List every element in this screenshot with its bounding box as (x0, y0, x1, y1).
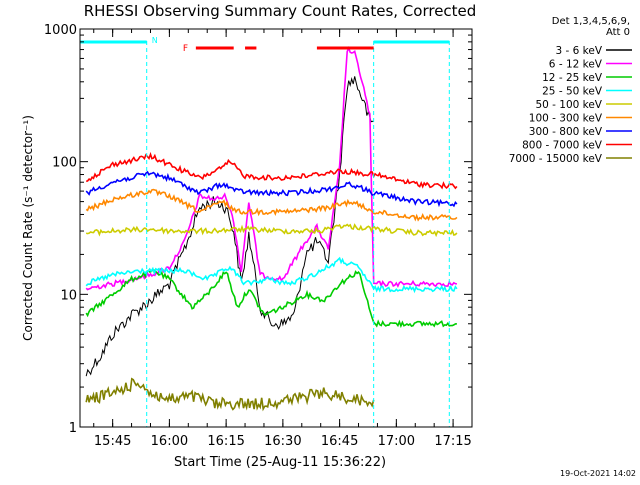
y-tick-label: 1000 (44, 23, 77, 38)
series-line-3-6-kev (85, 76, 374, 377)
legend-label: 12 - 25 keV (542, 72, 603, 84)
series-line-100-300-kev (85, 188, 458, 222)
series-line-50-100-kev (85, 223, 458, 238)
x-tick-label: 17:15 (434, 434, 471, 449)
series-layer (85, 46, 458, 412)
flare-marker-label: F (183, 44, 188, 54)
timestamp: 19-Oct-2021 14:02 (560, 469, 636, 478)
x-tick-label: 17:00 (378, 434, 415, 449)
y-tick-label: 10 (60, 288, 77, 303)
legend-label: 3 - 6 keV (555, 45, 602, 57)
night-marker-label: N (152, 36, 158, 45)
legend-label: 50 - 100 keV (535, 99, 602, 111)
series-line-25-50-kev (85, 256, 458, 294)
axis-layer: 15:45 16:00 16:15 16:30 16:45 17:00 17:15 1 10 10… (44, 23, 473, 449)
x-tick-label: 16:00 (151, 434, 188, 449)
legend: Det 1,3,4,5,6,9,Att 0 3 - 6 keV 6 - 12 keV… (509, 16, 632, 165)
legend-label: 100 - 300 keV (529, 113, 603, 125)
annotation-layer: NF (80, 36, 450, 427)
legend-header: Det 1,3,4,5,6,9, (552, 16, 630, 27)
legend-label: 300 - 800 keV (529, 126, 603, 138)
series-line-800-7000-kev (85, 151, 458, 190)
legend-header: Att 0 (606, 27, 630, 38)
y-tick-label: 1 (69, 421, 77, 436)
legend-label: 6 - 12 keV (549, 59, 603, 71)
y-axis-label: Corrected Count Rate (s⁻¹ detector⁻¹) (21, 115, 35, 341)
legend-label: 7000 - 15000 keV (509, 153, 603, 165)
y-tick-label: 100 (52, 156, 77, 171)
x-tick-label: 16:30 (264, 434, 301, 449)
plot-frame (79, 28, 473, 428)
chart-title: RHESSI Observing Summary Count Rates, Co… (84, 2, 477, 20)
series-line-7000-15000-kev (85, 377, 375, 412)
legend-label: 800 - 7000 keV (522, 140, 603, 152)
x-tick-label: 16:45 (321, 434, 358, 449)
x-axis-label: Start Time (25-Aug-11 15:36:22) (174, 455, 386, 470)
legend-label: 25 - 50 keV (542, 86, 603, 98)
series-line-300-800-kev (85, 170, 458, 208)
x-tick-label: 15:45 (94, 434, 131, 449)
x-tick-label: 16:15 (207, 434, 244, 449)
